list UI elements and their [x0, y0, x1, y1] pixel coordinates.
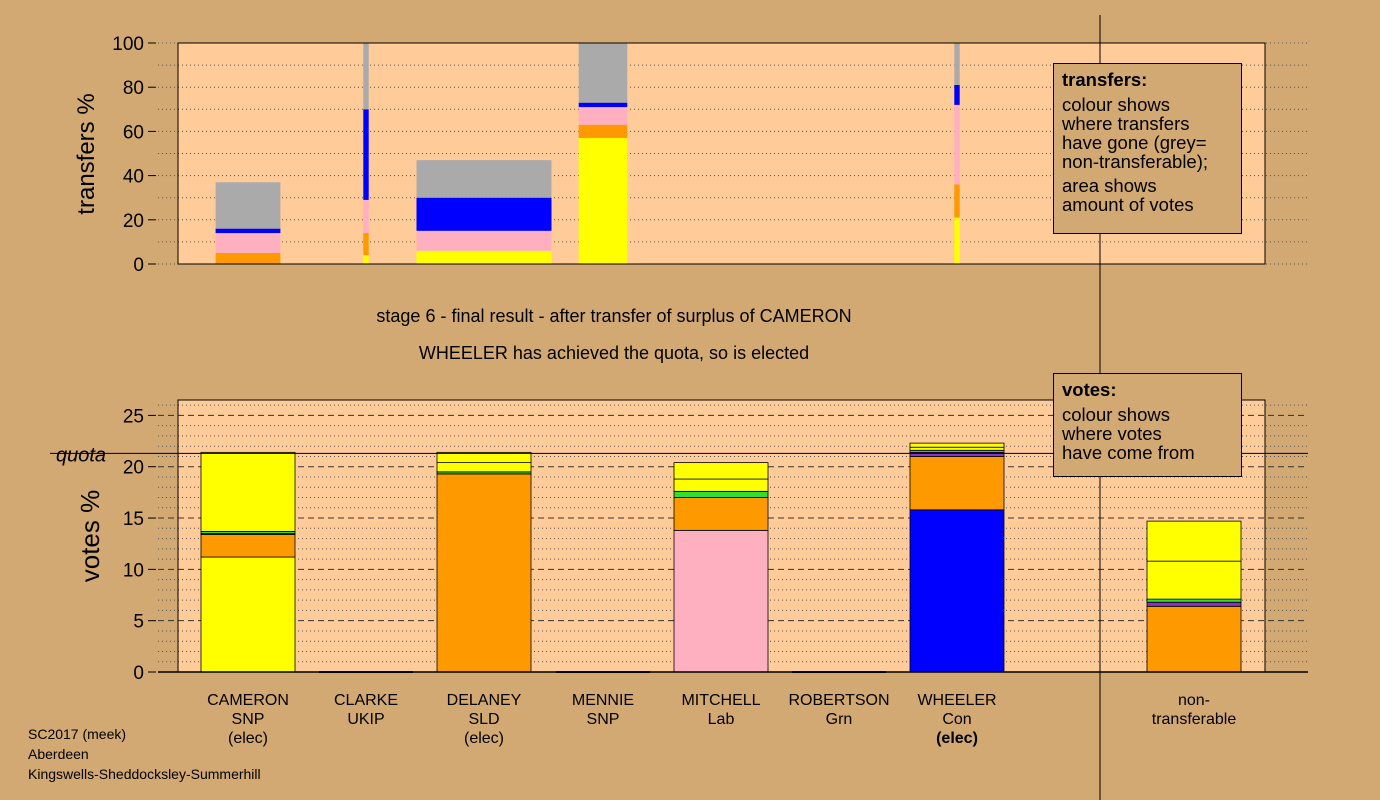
candidate-label: Lab	[708, 711, 735, 728]
vote-segment-6	[909, 446, 1005, 451]
transfer-segment-mennie	[578, 43, 628, 103]
votes-legend: votes: colour shows where votes have com…	[1053, 373, 1242, 477]
footer-line-2: Aberdeen	[28, 746, 89, 762]
vote-segment-2	[436, 451, 532, 464]
quota-label: quota	[56, 444, 106, 466]
vote-segment-7	[1146, 601, 1242, 607]
votes-legend-text: colour shows where votes have come from	[1062, 404, 1195, 463]
votes-tick-label: 20	[123, 458, 144, 479]
transfer-segment-wheeler	[954, 217, 960, 264]
candidate-status: (elec)	[936, 730, 978, 747]
vote-segment-4	[673, 497, 769, 531]
candidate-label: ROBERTSON	[788, 692, 889, 709]
transfer-segment-wheeler	[954, 43, 960, 85]
candidate-label: Con	[942, 711, 971, 728]
candidate-label: transferable	[1152, 711, 1237, 728]
transfers-tick-label: 0	[133, 255, 144, 276]
transfers-legend-heading: transfers:	[1062, 69, 1148, 90]
candidate-label: Grn	[826, 711, 853, 728]
vote-segment-7	[1146, 605, 1242, 673]
vote-segment-0	[200, 451, 296, 532]
transfer-segment-clarke	[363, 109, 369, 200]
transfers-tick-label: 100	[112, 34, 144, 55]
vote-segment-4	[673, 478, 769, 492]
transfer-segment-wheeler	[954, 184, 960, 218]
vote-segment-0	[200, 534, 296, 558]
candidate-status: (elec)	[464, 730, 504, 747]
votes-tick-label: 10	[123, 560, 144, 581]
vote-segment-6	[909, 442, 1005, 448]
transfers-tick-label: 20	[123, 211, 144, 232]
transfer-segment-mennie	[578, 102, 628, 108]
transfer-segment-clarke	[363, 233, 369, 256]
candidate-label: CLARKE	[334, 692, 398, 709]
candidate-label: DELANEY	[447, 692, 522, 709]
vote-segment-7	[1146, 560, 1242, 600]
votes-tick-label: 0	[133, 663, 144, 684]
vote-segment-6	[909, 509, 1005, 673]
transfers-axis-label: transfers %	[73, 93, 100, 214]
vote-segment-4	[673, 462, 769, 480]
transfer-segment-delaney	[416, 160, 552, 198]
votes-axis-label: votes %	[75, 490, 105, 583]
transfer-segment-delaney	[416, 250, 552, 264]
candidate-label: MENNIE	[572, 692, 634, 709]
footer-line-3: Kingswells-Sheddocksley-Summerhill	[28, 766, 261, 782]
transfers-tick-label: 40	[123, 167, 144, 188]
candidate-label: UKIP	[347, 711, 384, 728]
votes-tick-label: 25	[123, 406, 144, 427]
transfer-segment-cameron	[215, 252, 281, 264]
transfers-legend-text-2: area shows amount of votes	[1062, 175, 1194, 215]
transfer-segment-wheeler	[954, 104, 960, 185]
transfer-segment-mennie	[578, 138, 628, 264]
candidate-label: non-	[1178, 692, 1210, 709]
chart-title: stage 6 - final result - after transfer …	[376, 306, 852, 326]
transfers-tick-label: 60	[123, 122, 144, 143]
chart-subtitle: WHEELER has achieved the quota, so is el…	[418, 343, 810, 363]
transfer-segment-clarke	[363, 43, 369, 110]
vote-segment-7	[1146, 598, 1242, 603]
transfer-segment-wheeler	[954, 84, 960, 105]
transfer-segment-delaney	[416, 230, 552, 251]
candidate-label: SNP	[232, 711, 265, 728]
candidate-status: (elec)	[228, 730, 268, 747]
vote-segment-6	[909, 456, 1005, 511]
transfers-legend: transfers: colour shows where transfers …	[1053, 63, 1242, 234]
candidate-label: WHEELER	[917, 692, 996, 709]
transfer-segment-cameron	[215, 182, 281, 229]
transfer-segment-cameron	[215, 228, 281, 234]
vote-segment-0	[200, 556, 296, 673]
vote-segment-2	[436, 462, 532, 473]
transfer-segment-mennie	[578, 124, 628, 139]
votes-legend-heading: votes:	[1062, 379, 1117, 400]
vote-segment-7	[1146, 520, 1242, 562]
transfer-segment-mennie	[578, 107, 628, 125]
vote-segment-2	[436, 473, 532, 673]
footer-line-1: SC2017 (meek)	[28, 726, 127, 742]
votes-tick-label: 15	[123, 509, 144, 530]
candidate-label: SNP	[587, 711, 620, 728]
votes-tick-label: 5	[133, 612, 144, 633]
transfers-plot-frame	[177, 42, 1266, 265]
transfers-tick-label: 80	[123, 78, 144, 99]
transfer-segment-clarke	[363, 199, 369, 234]
transfer-segment-clarke	[363, 255, 369, 264]
candidate-label: MITCHELL	[681, 692, 760, 709]
transfers-legend-text: colour shows where transfers have gone (…	[1062, 94, 1209, 172]
vote-segment-4	[673, 529, 769, 673]
candidate-label: CAMERON	[207, 692, 289, 709]
candidate-label: SLD	[468, 711, 499, 728]
transfer-segment-delaney	[416, 197, 552, 231]
transfer-segment-cameron	[215, 233, 281, 253]
vote-segment-4	[673, 490, 769, 498]
